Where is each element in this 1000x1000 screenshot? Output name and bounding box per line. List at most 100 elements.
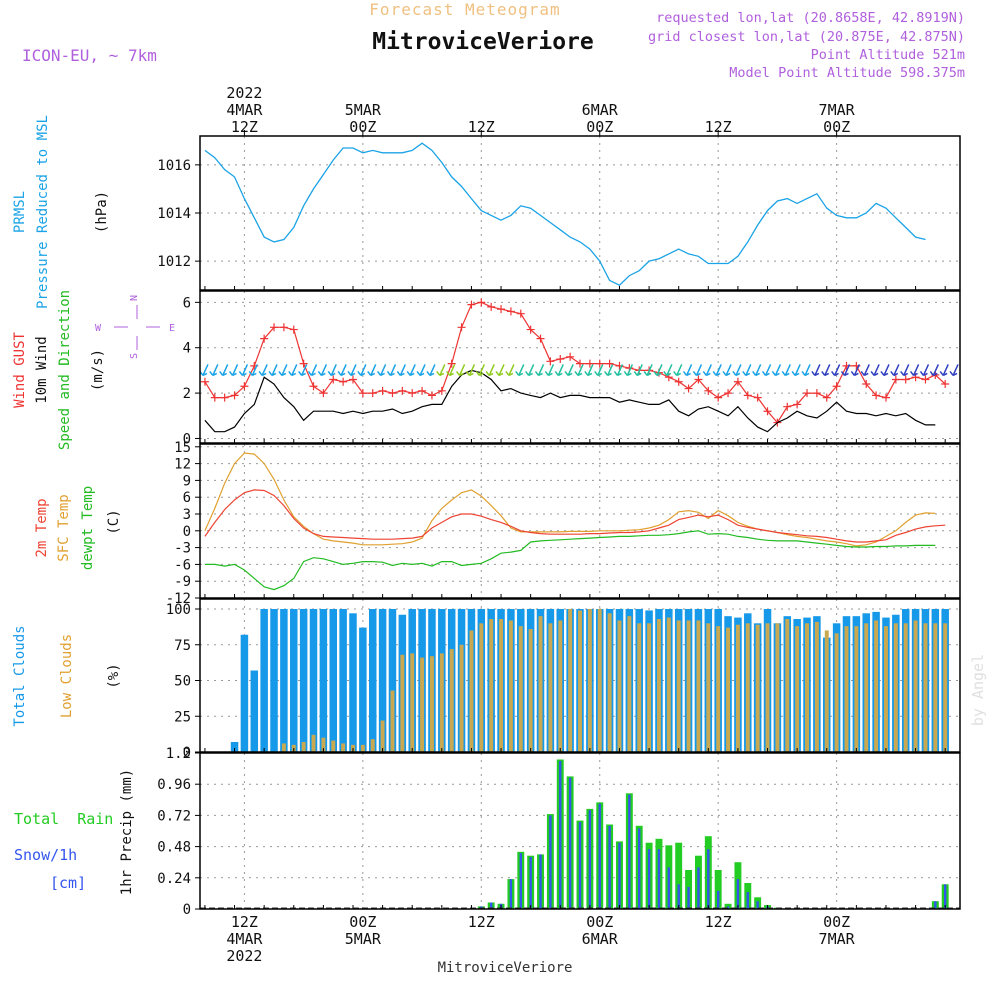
low-clouds-bar bbox=[706, 623, 711, 752]
time-label-bottom: 2022 bbox=[226, 947, 262, 965]
pressure-unit: (hPa) bbox=[94, 191, 110, 233]
gust-marker bbox=[724, 389, 733, 398]
wind-direction-arrow bbox=[663, 364, 673, 377]
y-tick-label: 1014 bbox=[157, 206, 191, 222]
wind-line bbox=[204, 369, 936, 433]
snow-bar bbox=[677, 884, 680, 909]
model-altitude: Model Point Altitude 598.375m bbox=[729, 65, 965, 81]
gust-marker bbox=[743, 391, 752, 400]
wind-direction-arrow bbox=[495, 364, 505, 377]
gust-marker bbox=[289, 325, 298, 334]
wind-direction-arrow bbox=[455, 364, 466, 377]
wind-direction-arrow bbox=[406, 364, 416, 377]
credit-label: by Angel bbox=[969, 654, 987, 726]
wind-direction-arrow bbox=[534, 364, 545, 377]
gust-marker bbox=[467, 300, 476, 309]
low-clouds-bar bbox=[745, 623, 750, 752]
time-label-top: 00Z bbox=[586, 118, 613, 136]
total-clouds-bar bbox=[368, 609, 377, 752]
gust-marker bbox=[585, 359, 594, 368]
temp2m-label: 2m Temp bbox=[34, 498, 50, 557]
time-label-bottom: 00Z bbox=[586, 913, 613, 931]
snow-bar bbox=[736, 879, 740, 909]
gust-marker bbox=[279, 323, 288, 332]
pressure-label-2: Pressure Reduced to MSL bbox=[35, 115, 51, 309]
wind-direction-arrow bbox=[909, 364, 920, 377]
gust-marker bbox=[457, 323, 466, 332]
y-tick-label: 1016 bbox=[157, 158, 191, 174]
time-label-top: 12Z bbox=[231, 118, 258, 136]
wind-direction-arrow bbox=[890, 364, 900, 377]
panel-frame bbox=[199, 752, 961, 910]
wind-direction-arrow bbox=[278, 364, 288, 377]
panel-frame bbox=[199, 598, 961, 753]
low-clouds-bar bbox=[439, 653, 444, 752]
wind-direction-arrow bbox=[574, 364, 584, 377]
gust-marker bbox=[822, 393, 831, 402]
wind-direction-arrow bbox=[298, 364, 308, 377]
total-clouds-bar bbox=[290, 609, 298, 752]
time-label-bottom: 00Z bbox=[823, 913, 850, 931]
low-clouds-bar bbox=[795, 626, 800, 752]
low-clouds-bar bbox=[597, 609, 602, 752]
low-clouds-bar bbox=[765, 623, 770, 752]
gust-marker bbox=[576, 359, 584, 368]
pressure-label-1: PRMSL bbox=[12, 191, 28, 233]
wind-direction-arrow bbox=[732, 364, 742, 377]
y-tick-label: 0.48 bbox=[157, 840, 191, 856]
snow-bar bbox=[568, 777, 572, 909]
time-label-top: 00Z bbox=[349, 118, 376, 136]
snow-bar bbox=[519, 853, 522, 909]
gust-label: Wind GUST bbox=[12, 332, 28, 408]
gust-marker bbox=[595, 359, 604, 368]
low-clouds-bar bbox=[479, 623, 484, 752]
low-clouds-bar bbox=[903, 623, 908, 752]
low-clouds-bar bbox=[666, 617, 671, 752]
snow-bar bbox=[578, 821, 582, 909]
gust-marker bbox=[605, 359, 614, 368]
wind-direction-arrow bbox=[268, 364, 278, 377]
time-label-top: 12Z bbox=[705, 118, 732, 136]
low-clouds-bar bbox=[617, 620, 622, 752]
low-clouds-bar bbox=[538, 616, 543, 752]
time-label-bottom: 6MAR bbox=[582, 930, 619, 948]
time-label-top: 6MAR bbox=[582, 101, 619, 119]
y-tick-label: -6 bbox=[174, 557, 191, 573]
snow-label: Snow/1h bbox=[14, 846, 77, 864]
wind-direction-arrow bbox=[900, 364, 910, 377]
low-clouds-bar bbox=[726, 627, 731, 752]
wind-direction-arrow bbox=[722, 364, 732, 377]
compass-e: E bbox=[169, 323, 175, 334]
total-clouds-bar bbox=[388, 609, 397, 752]
total-clouds-bar bbox=[349, 613, 357, 752]
gust-marker bbox=[210, 393, 219, 402]
low-clouds-bar bbox=[380, 720, 385, 752]
gust-marker bbox=[674, 377, 683, 386]
wind-direction-arrow bbox=[396, 364, 407, 377]
y-tick-label: 1012 bbox=[157, 254, 191, 270]
snow-bar bbox=[756, 901, 759, 909]
wind-direction-arrow bbox=[228, 364, 239, 377]
panel-frame bbox=[199, 443, 961, 599]
wind-direction-arrow bbox=[505, 364, 515, 377]
wind-direction-arrow bbox=[949, 364, 959, 377]
total-clouds-bar bbox=[260, 609, 268, 752]
wind-direction-arrow bbox=[307, 364, 318, 377]
wind-direction-arrow bbox=[742, 364, 752, 377]
low-clouds-bar bbox=[627, 616, 632, 752]
compass-w: W bbox=[95, 323, 102, 334]
low-clouds-bar bbox=[637, 623, 642, 752]
gust-marker bbox=[427, 391, 436, 400]
snow-bar bbox=[529, 857, 532, 909]
clouds-unit: (%) bbox=[106, 663, 122, 688]
wind-direction-arrow bbox=[337, 364, 347, 377]
dew-label: dewpt Temp bbox=[80, 486, 96, 570]
y-tick-label: 6 bbox=[183, 295, 191, 311]
total-clouds-bar bbox=[270, 609, 278, 752]
wind-direction-arrow bbox=[840, 364, 851, 377]
low-clouds-bar bbox=[943, 623, 948, 752]
gust-marker bbox=[398, 386, 407, 395]
gust-marker bbox=[319, 389, 328, 398]
low-clouds-bar bbox=[449, 649, 454, 752]
gust-marker bbox=[733, 377, 742, 386]
